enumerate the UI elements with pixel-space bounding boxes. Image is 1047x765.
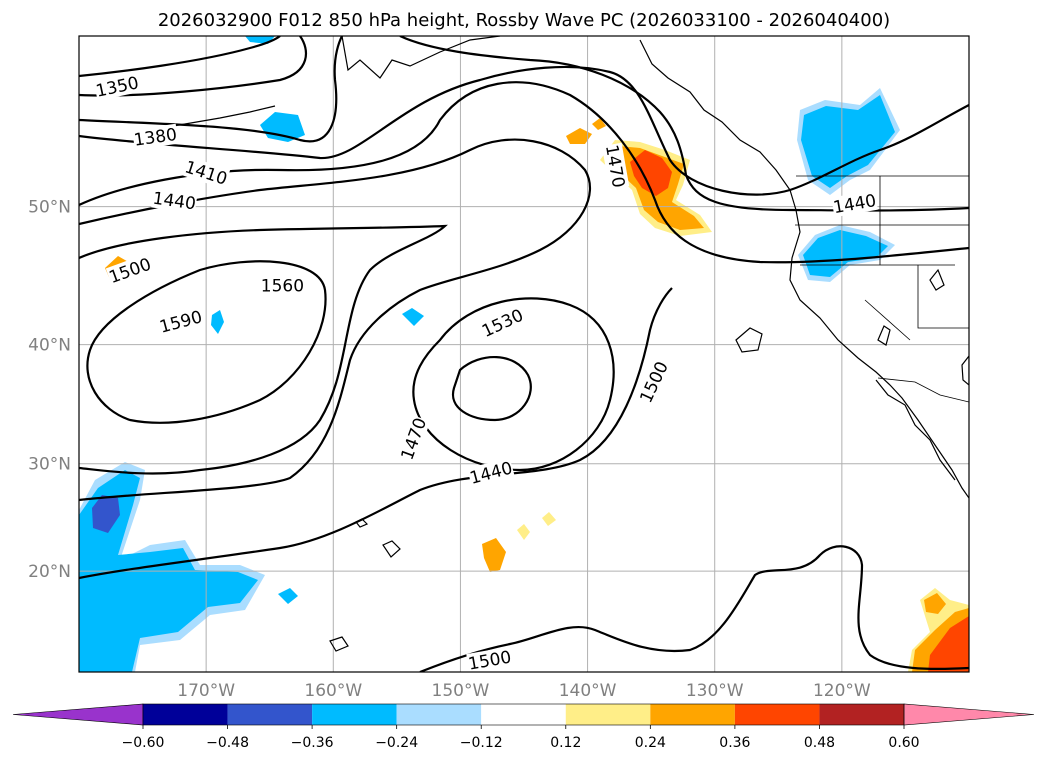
colorbar-extend-high bbox=[903, 703, 1035, 726]
colorbar-tick-label: 0.36 bbox=[719, 735, 750, 751]
colorbar-tick-label: −0.48 bbox=[206, 735, 249, 751]
lon-tick-label: 120°W bbox=[813, 681, 871, 701]
colorbar-tick-label: 0.48 bbox=[804, 735, 835, 751]
contour-label: 1440 bbox=[151, 187, 198, 214]
hawaii-island bbox=[329, 636, 349, 652]
negative-anomaly-core bbox=[92, 495, 120, 533]
height-contour-1560 bbox=[79, 224, 448, 475]
height-contour-1440-low bbox=[451, 356, 532, 422]
colorbar-tick-label: −0.12 bbox=[460, 735, 503, 751]
lon-tick-label: 150°W bbox=[432, 681, 490, 701]
lon-tick-label: 160°W bbox=[304, 681, 362, 701]
lat-tick-label: 20°N bbox=[28, 562, 71, 582]
contour-label-bg bbox=[466, 646, 514, 672]
contour-label-text: 1560 bbox=[261, 277, 304, 297]
negative-anomaly-region bbox=[801, 95, 895, 188]
colorbar-outline bbox=[142, 703, 905, 726]
positive-anomaly-region bbox=[482, 538, 506, 572]
colorbar-segment bbox=[143, 704, 228, 725]
lat-tick-label: 40°N bbox=[28, 336, 71, 356]
colorbar-segment bbox=[565, 704, 651, 725]
positive-anomaly-region bbox=[924, 593, 946, 614]
contour-label-bg bbox=[93, 72, 141, 101]
positive-anomaly-region bbox=[592, 118, 606, 130]
colorbar-tick-label: 0.12 bbox=[550, 735, 581, 751]
contour-label-bg bbox=[478, 304, 527, 342]
lon-tick-label: 140°W bbox=[559, 681, 617, 701]
height-contour-1410 bbox=[79, 36, 343, 143]
colorbar-segment bbox=[734, 704, 820, 725]
longitude-tick-labels: 170°W 160°W 150°W 140°W 130°W 120°W bbox=[177, 681, 871, 701]
island bbox=[961, 355, 969, 386]
gridlines bbox=[79, 36, 969, 672]
contour-label: 1440 bbox=[831, 189, 878, 218]
lon-tick-label: 170°W bbox=[177, 681, 235, 701]
contour-label-bg bbox=[182, 156, 231, 189]
height-contour-1530 bbox=[79, 138, 591, 502]
colorbar-segment bbox=[312, 704, 397, 725]
height-contour-1470-low bbox=[412, 297, 615, 472]
colorbar-tick-label: 0.24 bbox=[635, 735, 666, 751]
contour-label-bg bbox=[105, 253, 154, 288]
latitude-tick-labels: 20°N 30°N 40°N 50°N bbox=[28, 198, 71, 583]
contour-label-bg bbox=[635, 357, 673, 407]
hawaii-island bbox=[382, 540, 401, 558]
colorbar-segment bbox=[396, 704, 482, 725]
positive-anomaly-core bbox=[630, 150, 672, 196]
height-contours bbox=[79, 36, 969, 672]
negative-anomaly-region bbox=[211, 310, 224, 334]
contour-label-bg bbox=[601, 142, 630, 190]
lon-tick-label: 130°W bbox=[686, 681, 744, 701]
contour-label-bg bbox=[831, 189, 878, 218]
state-border bbox=[795, 176, 969, 341]
colorbar: −0.60 −0.48 −0.36 −0.24 −0.12 0.12 0.24 0.36 0.4… bbox=[12, 703, 1035, 751]
contour-label-bg bbox=[151, 187, 198, 214]
positive-anomaly-region bbox=[542, 512, 556, 526]
contour-label-bg bbox=[132, 123, 179, 150]
colorbar-tick-label: −0.24 bbox=[375, 735, 418, 751]
height-contour-1500 bbox=[79, 81, 969, 264]
colorbar-tick-label: −0.60 bbox=[122, 735, 165, 751]
contour-label-bg bbox=[260, 275, 305, 296]
lat-tick-label: 30°N bbox=[28, 455, 71, 475]
coastlines bbox=[149, 36, 969, 652]
colorbar-extend-low bbox=[12, 703, 144, 726]
colorbar-tick-label: 0.60 bbox=[888, 735, 919, 751]
figure-title: 2026032900 F012 850 hPa height, Rossby W… bbox=[158, 10, 890, 31]
positive-anomaly-region bbox=[517, 524, 530, 540]
positive-anomaly-region bbox=[566, 128, 592, 144]
us-mexico-border bbox=[877, 377, 969, 403]
island bbox=[735, 327, 763, 353]
contour-label: 1380 bbox=[132, 123, 179, 151]
contour-label-bg bbox=[156, 306, 205, 337]
contour-label-bg bbox=[396, 414, 431, 463]
height-contour-1350 bbox=[79, 36, 281, 78]
colorbar-segment bbox=[481, 704, 566, 725]
lat-tick-label: 50°N bbox=[28, 198, 71, 218]
map-frame bbox=[78, 35, 970, 673]
island bbox=[877, 325, 891, 346]
baja-coastline bbox=[875, 379, 956, 481]
negative-anomaly-region bbox=[402, 308, 424, 326]
height-contour-1500-southeast bbox=[419, 545, 969, 672]
contour-label-bg bbox=[467, 457, 515, 488]
height-contour-1470 bbox=[399, 36, 969, 212]
height-contour-1380 bbox=[79, 36, 308, 97]
height-contour-1440 bbox=[79, 65, 969, 196]
colorbar-tick-label: −0.36 bbox=[291, 735, 334, 751]
negative-anomaly-region bbox=[278, 588, 298, 604]
north-america-coastline bbox=[341, 36, 969, 499]
contour-label: 1350 bbox=[93, 72, 141, 102]
island bbox=[929, 268, 945, 291]
positive-anomaly-core bbox=[928, 616, 969, 672]
contour-label: 1560 bbox=[260, 275, 305, 297]
colorbar-segment bbox=[650, 704, 735, 725]
height-contour-1590 bbox=[86, 260, 327, 424]
colorbar-segment bbox=[227, 704, 313, 725]
contour-label: 1500 bbox=[466, 646, 514, 672]
colorbar-segment bbox=[819, 704, 904, 725]
height-contour-1500-south bbox=[79, 287, 673, 580]
